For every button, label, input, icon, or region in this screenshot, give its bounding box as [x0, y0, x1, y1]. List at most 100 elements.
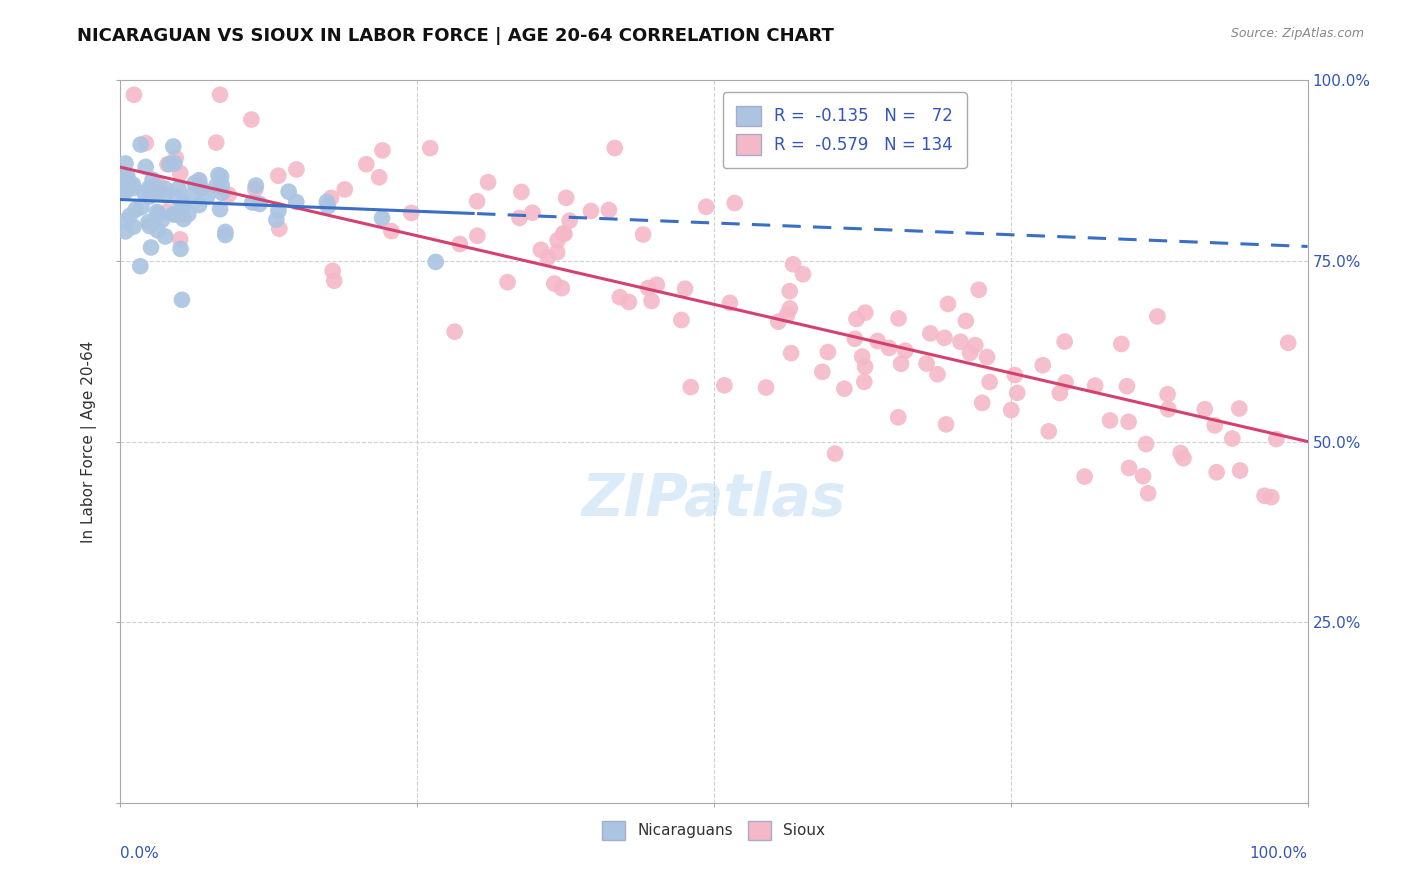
Point: [553, 227, 575, 241]
Point: [824, 447, 846, 461]
Point: [1054, 376, 1077, 390]
Point: [1156, 387, 1178, 401]
Point: [146, 186, 169, 200]
Point: [117, 174, 139, 188]
Point: [443, 325, 465, 339]
Point: [579, 204, 602, 219]
Point: [853, 306, 876, 320]
Point: [496, 275, 519, 289]
Point: [776, 308, 799, 322]
Point: [138, 181, 160, 195]
Point: [172, 197, 194, 211]
Point: [211, 178, 233, 192]
Point: [285, 194, 308, 209]
Point: [167, 208, 190, 222]
Point: [269, 221, 291, 235]
Point: [146, 178, 169, 192]
Point: [976, 350, 998, 364]
Point: [205, 136, 228, 150]
Point: [844, 332, 866, 346]
Point: [315, 194, 337, 209]
Point: [671, 313, 693, 327]
Point: [1220, 432, 1243, 446]
Point: [139, 240, 162, 254]
Point: [114, 156, 136, 170]
Point: [894, 343, 917, 358]
Text: ZIPatlas: ZIPatlas: [581, 471, 846, 528]
Legend: Nicaraguans, Sioux: Nicaraguans, Sioux: [596, 815, 831, 846]
Point: [979, 375, 1001, 389]
Point: [209, 87, 232, 102]
Point: [207, 168, 229, 182]
Point: [1049, 386, 1071, 401]
Point: [673, 282, 696, 296]
Text: NICARAGUAN VS SIOUX IN LABOR FORCE | AGE 20-64 CORRELATION CHART: NICARAGUAN VS SIOUX IN LABOR FORCE | AGE…: [77, 27, 834, 45]
Point: [419, 141, 441, 155]
Point: [1084, 378, 1107, 392]
Point: [117, 174, 139, 188]
Point: [1111, 337, 1133, 351]
Point: [1004, 368, 1026, 382]
Point: [959, 346, 981, 360]
Point: [1053, 334, 1076, 349]
Point: [603, 141, 626, 155]
Point: [267, 169, 290, 183]
Point: [240, 112, 263, 127]
Point: [114, 214, 136, 228]
Point: [817, 345, 839, 359]
Point: [190, 181, 212, 195]
Point: [1132, 469, 1154, 483]
Point: [920, 326, 942, 341]
Point: [129, 259, 152, 273]
Point: [555, 191, 578, 205]
Point: [169, 242, 191, 256]
Point: [853, 375, 876, 389]
Point: [477, 175, 499, 189]
Point: [645, 277, 668, 292]
Point: [114, 172, 136, 186]
Point: [131, 200, 153, 214]
Point: [887, 311, 910, 326]
Point: [122, 181, 145, 195]
Point: [845, 312, 868, 326]
Point: [1073, 469, 1095, 483]
Point: [138, 215, 160, 229]
Point: [936, 297, 959, 311]
Point: [150, 213, 173, 227]
Point: [551, 281, 574, 295]
Point: [866, 334, 889, 348]
Point: [169, 232, 191, 246]
Point: [1194, 402, 1216, 417]
Point: [915, 357, 938, 371]
Point: [1173, 451, 1195, 466]
Point: [371, 211, 394, 225]
Point: [156, 157, 179, 171]
Point: [637, 281, 659, 295]
Point: [522, 205, 544, 219]
Point: [780, 346, 803, 360]
Point: [214, 228, 236, 243]
Point: [146, 223, 169, 237]
Point: [117, 169, 139, 183]
Y-axis label: In Labor Force | Age 20-64: In Labor Force | Age 20-64: [80, 341, 97, 542]
Point: [323, 274, 346, 288]
Text: 100.0%: 100.0%: [1250, 847, 1308, 861]
Point: [927, 368, 949, 382]
Point: [277, 185, 299, 199]
Point: [266, 212, 288, 227]
Point: [114, 185, 136, 199]
Point: [156, 204, 179, 219]
Point: [510, 185, 533, 199]
Point: [142, 172, 165, 186]
Point: [188, 198, 211, 212]
Point: [401, 206, 423, 220]
Point: [834, 382, 856, 396]
Point: [779, 301, 801, 316]
Point: [218, 187, 240, 202]
Point: [598, 202, 620, 217]
Point: [1157, 402, 1180, 417]
Point: [509, 211, 531, 225]
Point: [356, 157, 378, 171]
Point: [1227, 401, 1250, 416]
Point: [173, 212, 195, 227]
